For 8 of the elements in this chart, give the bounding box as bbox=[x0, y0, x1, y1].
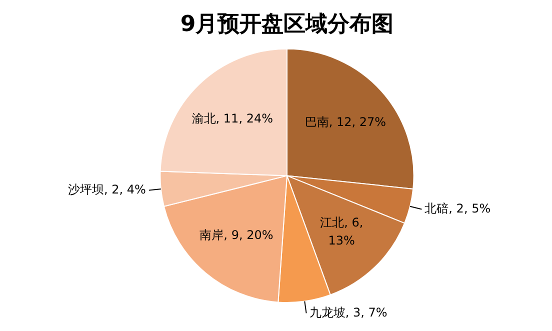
slice-label: 渝北, 11, 24% bbox=[192, 111, 273, 126]
slice-label: 巴南, 12, 27% bbox=[304, 115, 386, 130]
slice-label: 江北, 6, 13% bbox=[320, 215, 364, 248]
chart-title: 9月预开盘区域分布图 bbox=[180, 12, 394, 37]
slice-label: 沙坪坝, 2, 4% bbox=[68, 182, 146, 196]
slice-label: 九龙坡, 3, 7% bbox=[309, 305, 388, 320]
slice-label: 北碚, 2, 5% bbox=[424, 201, 491, 216]
slice-label: 南岸, 9, 20% bbox=[200, 228, 274, 242]
